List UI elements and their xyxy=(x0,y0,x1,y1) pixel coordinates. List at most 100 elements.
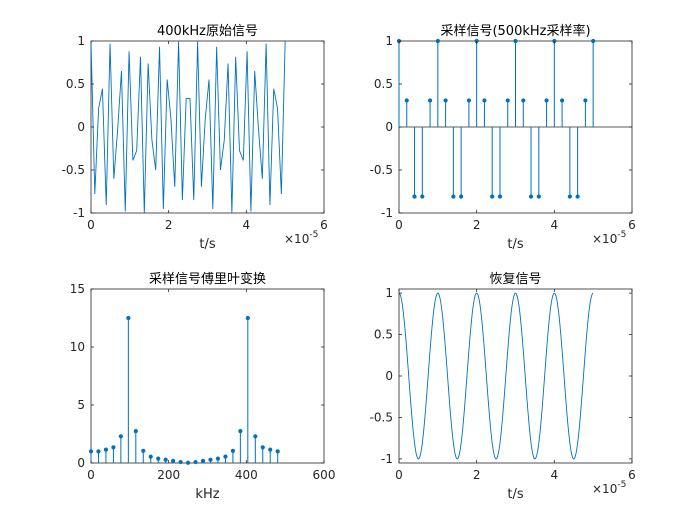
y-tick-label: 1 xyxy=(385,34,393,48)
stem-marker xyxy=(420,194,425,199)
stem-marker xyxy=(521,98,526,103)
stem-marker xyxy=(200,458,206,464)
stem-marker xyxy=(466,98,472,103)
stem-marker xyxy=(575,194,580,199)
x-tick-label: 4 xyxy=(551,218,559,232)
x-tick-label: 2 xyxy=(473,468,481,482)
y-tick-label: -0.5 xyxy=(62,163,85,177)
y-tick-label: 15 xyxy=(70,282,85,296)
stem-marker xyxy=(435,38,440,44)
y-tick-label: -1 xyxy=(73,206,85,220)
x-tick-label: 0 xyxy=(395,468,403,482)
y-tick-label: 1 xyxy=(385,286,393,300)
stem-marker xyxy=(536,194,541,199)
x-exponent-power: -5 xyxy=(309,230,318,240)
y-tick-label: -0.5 xyxy=(370,163,393,177)
stem-marker xyxy=(163,457,168,462)
stem-marker xyxy=(427,98,433,103)
y-tick-label: -0.5 xyxy=(370,410,393,424)
stem-marker xyxy=(528,194,534,199)
subplot-p3: 0 200 400 600 0 5 10 15 采样信号傅里叶变换 kHz xyxy=(70,271,336,502)
x-tick-label: 4 xyxy=(551,468,559,482)
x-tick-label: 0 xyxy=(87,468,95,482)
chart-title: 400kHz原始信号 xyxy=(157,24,258,39)
stem-marker xyxy=(253,434,258,439)
stem-marker xyxy=(156,456,161,461)
x-exponent-power: -5 xyxy=(617,480,626,490)
y-tick-label: 0.5 xyxy=(66,77,85,91)
x-tick-label: 6 xyxy=(320,218,328,232)
x-tick-label: 0 xyxy=(87,218,95,232)
x-axis-label: t/s xyxy=(199,237,215,252)
series-line xyxy=(90,40,286,213)
y-tick-label: 0 xyxy=(385,120,393,134)
stem-marker xyxy=(412,194,417,199)
stem-marker xyxy=(591,38,596,44)
stem-marker xyxy=(275,449,280,454)
stem-marker xyxy=(118,434,123,439)
stem-marker xyxy=(505,98,510,103)
x-tick-label: 2 xyxy=(165,218,173,232)
stem-marker xyxy=(451,194,456,199)
stem-marker xyxy=(193,459,198,465)
stem-marker xyxy=(178,459,183,465)
y-tick-label: -1 xyxy=(381,452,393,466)
y-tick-label: 10 xyxy=(70,340,85,354)
x-exponent-label: ×10-5 xyxy=(284,230,318,246)
y-tick-label: 5 xyxy=(77,398,85,412)
x-tick-label: 4 xyxy=(243,218,251,232)
stem-marker xyxy=(223,454,228,459)
series-line xyxy=(398,292,594,460)
y-tick-label: 0.5 xyxy=(374,77,393,91)
stem-marker xyxy=(215,456,221,461)
y-tick-label: 1 xyxy=(77,34,85,48)
x-exponent-base: ×10 xyxy=(592,482,617,496)
x-axis-label: t/s xyxy=(507,487,523,502)
x-exponent-label: ×10-5 xyxy=(592,480,626,496)
y-tick-label: -1 xyxy=(381,206,393,220)
stem-marker xyxy=(497,194,503,199)
x-tick-label: 400 xyxy=(235,468,258,482)
x-tick-label: 6 xyxy=(628,218,636,232)
x-tick-label: 0 xyxy=(395,218,403,232)
x-exponent-power: -5 xyxy=(617,230,626,240)
stem-marker xyxy=(88,449,94,454)
stem-marker xyxy=(126,315,131,321)
stem-marker xyxy=(245,315,250,321)
x-tick-label: 2 xyxy=(473,218,481,232)
stem-marker xyxy=(567,194,572,199)
subplot-p2: 0 2 4 6 -1 -0.5 0 0.5 1 采样信号(500kHz采样率) t/s ×10-5 xyxy=(370,23,636,252)
stem-marker xyxy=(583,98,588,103)
x-axis-label: t/s xyxy=(507,237,523,252)
x-tick-label: 200 xyxy=(157,468,180,482)
x-exponent-label: ×10-5 xyxy=(592,230,626,246)
stem-marker xyxy=(238,429,243,434)
y-tick-label: 0 xyxy=(77,456,85,470)
x-tick-label: 600 xyxy=(313,468,336,482)
stem-marker xyxy=(185,460,191,465)
x-axis-label: kHz xyxy=(195,487,219,502)
subplot-p4: 0 2 4 6 -1 -0.5 0 0.5 1 恢复信号 t/s ×10-5 xyxy=(370,272,636,502)
y-tick-label: 0 xyxy=(77,120,85,134)
chart-title: 采样信号(500kHz采样率) xyxy=(440,23,590,39)
stem-marker xyxy=(559,98,565,103)
x-exponent-base: ×10 xyxy=(592,232,617,246)
stem-marker xyxy=(111,445,116,450)
stem-marker xyxy=(482,98,487,103)
subplot-p1: 0 2 4 6 -1 -0.5 0 0.5 1 400kHz原始信号 t/s ×10-5 xyxy=(62,24,328,252)
y-tick-label: 0.5 xyxy=(374,328,393,342)
stem-marker xyxy=(133,429,138,434)
chart-title: 采样信号傅里叶变换 xyxy=(149,271,266,287)
stem-marker xyxy=(260,445,265,450)
stem-marker xyxy=(171,458,176,464)
stem-marker xyxy=(148,454,153,459)
axes-frame xyxy=(398,288,633,464)
stem-marker xyxy=(544,98,549,103)
stem-marker xyxy=(404,98,409,103)
stem-marker xyxy=(268,447,273,452)
stem-marker xyxy=(230,448,235,453)
stem-marker xyxy=(208,457,213,462)
y-tick-label: 0 xyxy=(385,369,393,383)
chart-title: 恢复信号 xyxy=(489,272,541,287)
